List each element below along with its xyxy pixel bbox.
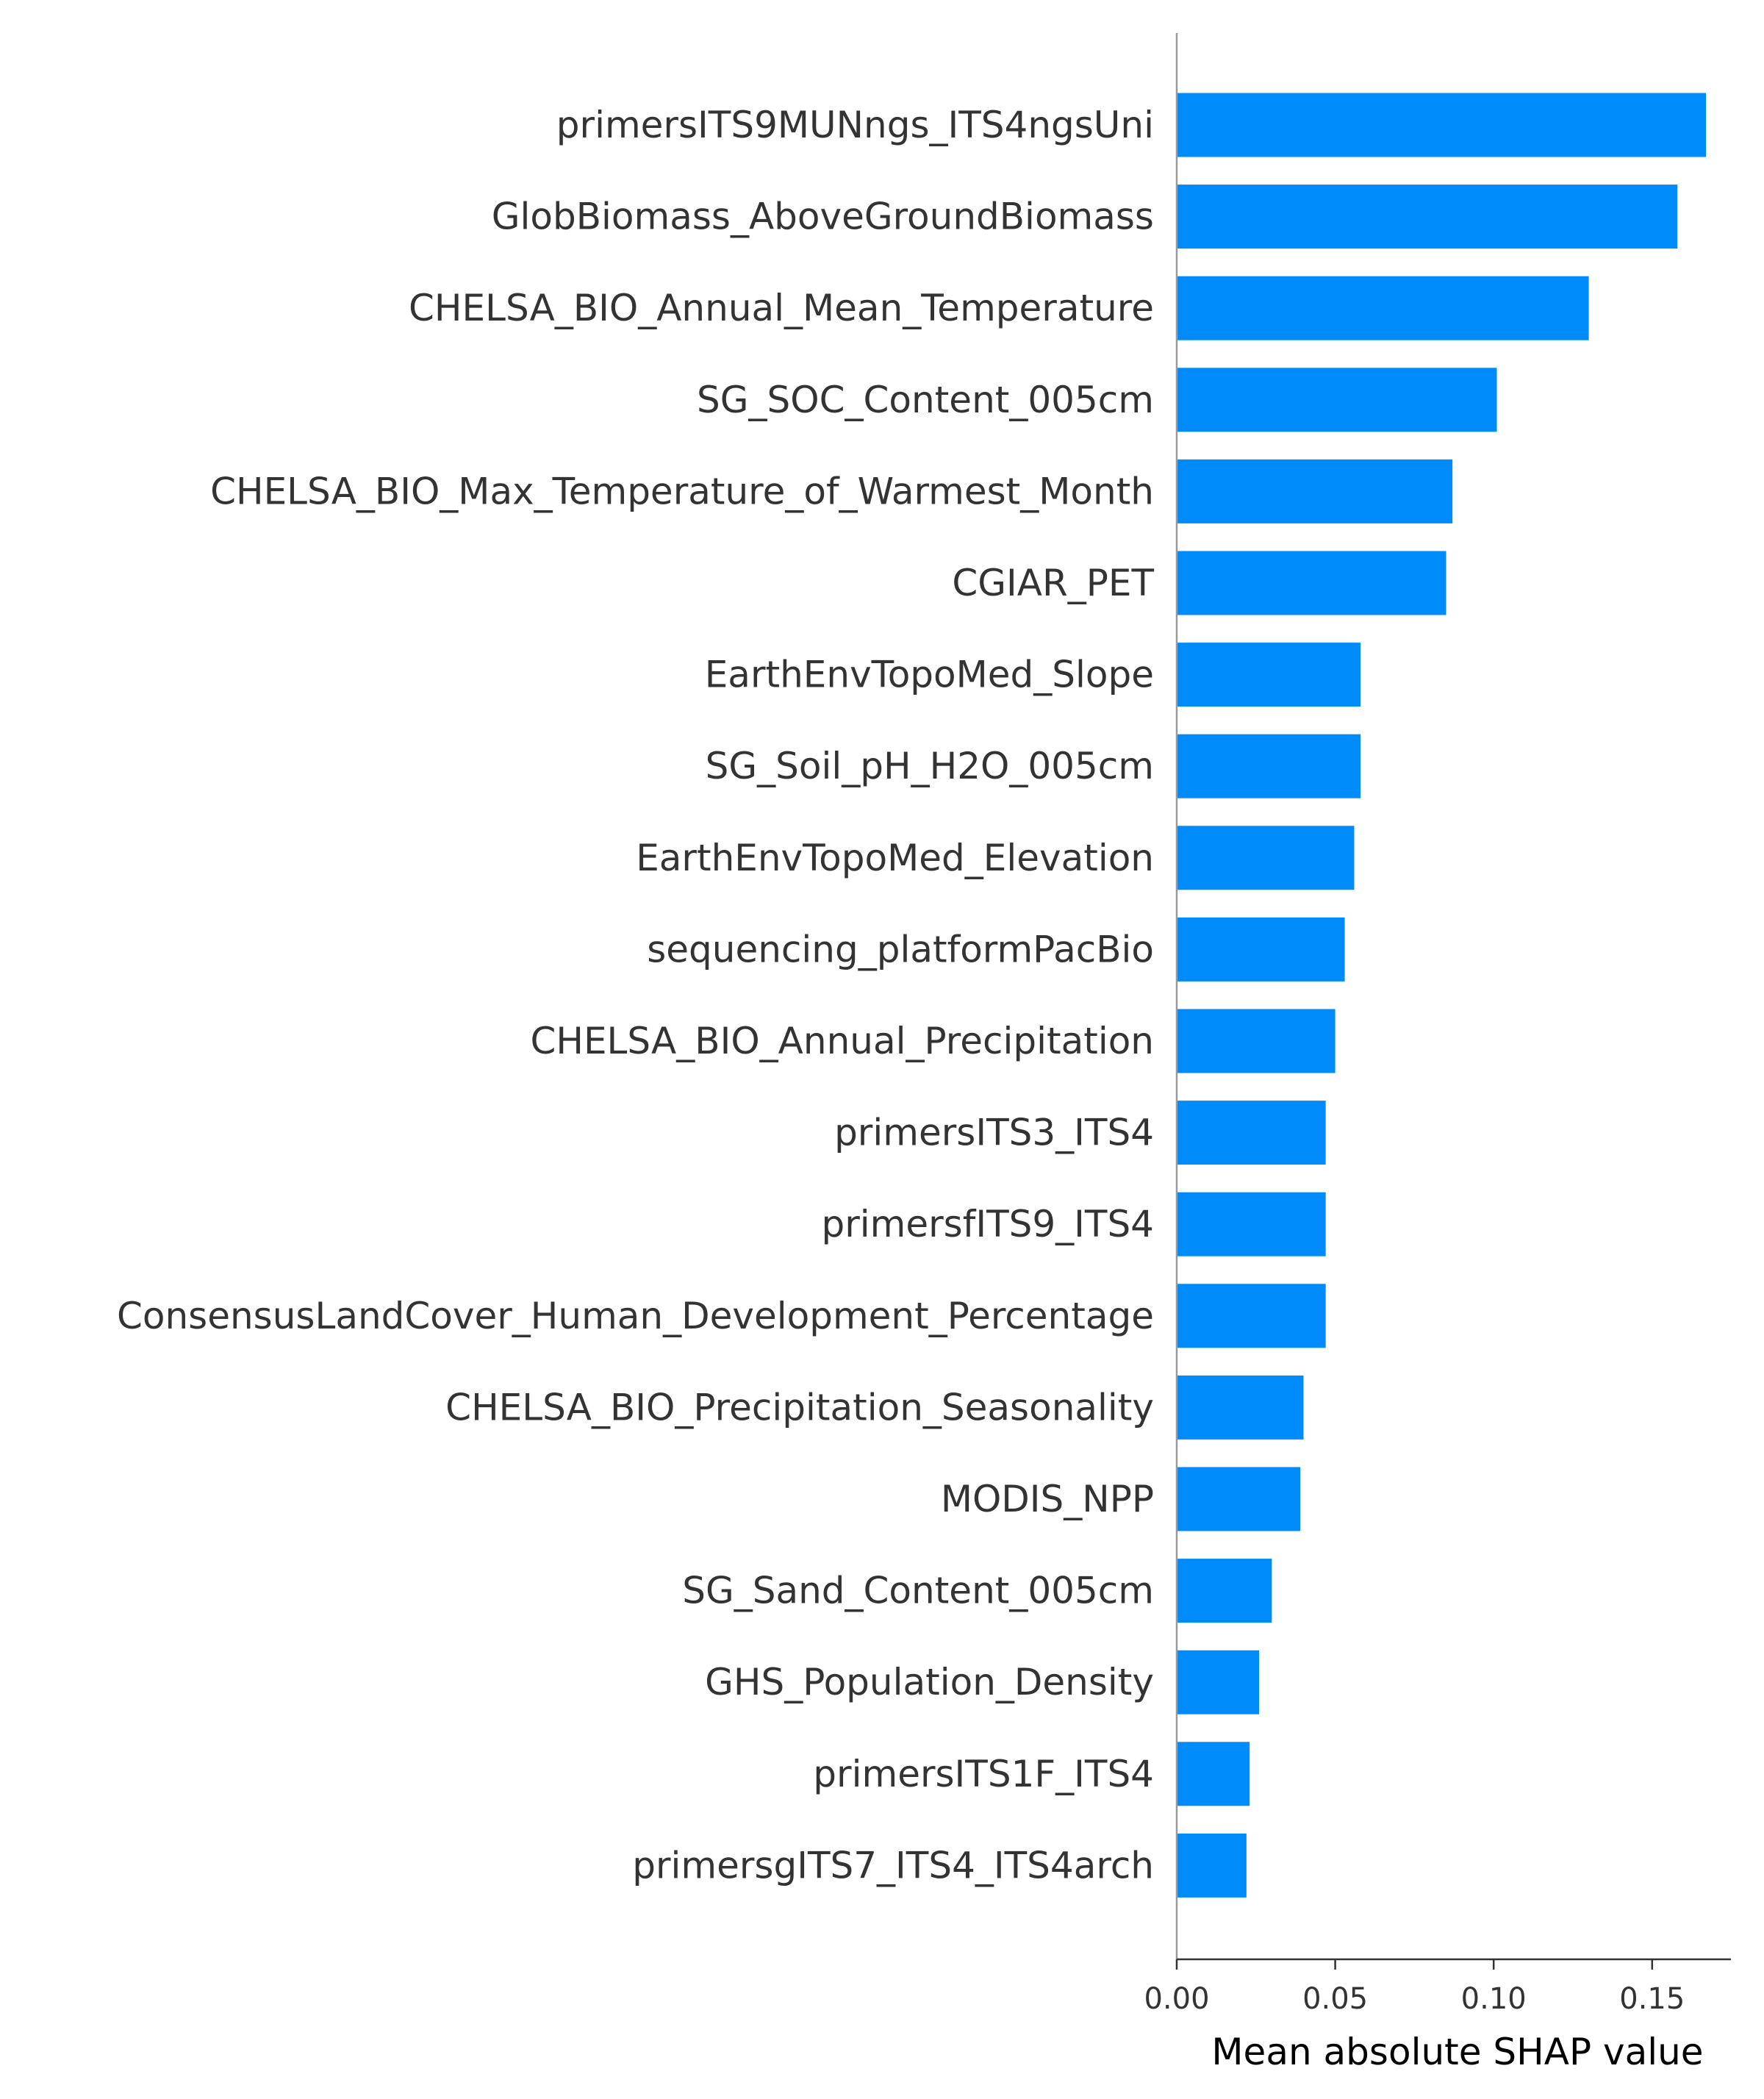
category-label: SG_SOC_Content_005cm [697,379,1154,421]
bar [1177,1375,1304,1440]
bar [1177,368,1497,432]
bar [1177,185,1678,249]
category-label: primersfITS9_ITS4 [821,1203,1154,1245]
bar [1177,1101,1326,1165]
x-tick-label: 0.10 [1461,1982,1527,2016]
category-label: ConsensusLandCover_Human_Development_Per… [117,1295,1154,1337]
bar [1177,93,1707,157]
bar [1177,459,1453,523]
category-label: GHS_Population_Density [705,1661,1154,1703]
bar [1177,734,1361,798]
category-label: EarthEnvTopoMed_Elevation [636,837,1154,879]
x-tick-label: 0.05 [1302,1982,1368,2016]
category-label: SG_Sand_Content_005cm [682,1570,1154,1612]
category-label: primersITS1F_ITS4 [813,1753,1154,1795]
x-tick-label: 0.15 [1619,1982,1685,2016]
category-label: CGIAR_PET [952,562,1154,604]
category-label: CHELSA_BIO_Precipitation_Seasonality [445,1386,1154,1428]
category-label: GlobBiomass_AboveGroundBiomass [492,196,1154,238]
bar [1177,826,1355,890]
category-label: EarthEnvTopoMed_Slope [705,654,1154,696]
bar [1177,1192,1326,1256]
bar [1177,1559,1272,1623]
bar [1177,1650,1260,1714]
bar [1177,917,1345,981]
bar [1177,551,1446,615]
category-label: CHELSA_BIO_Max_Temperature_of_Warmest_Mo… [210,470,1154,512]
bar [1177,1009,1335,1073]
category-label: primersgITS7_ITS4_ITS4arch [632,1844,1154,1887]
bar [1177,1467,1301,1531]
bar [1177,1833,1247,1898]
x-axis-title: Mean absolute SHAP value [1211,2031,1703,2073]
bar [1177,1284,1326,1348]
category-label: SG_Soil_pH_H2O_005cm [706,745,1154,787]
category-label: sequencing_platformPacBio [647,928,1154,970]
bars-group [1177,93,1707,1898]
category-label: MODIS_NPP [941,1478,1154,1520]
category-labels-group: primersITS9MUNngs_ITS4ngsUni GlobBiomass_… [117,104,1154,1887]
x-tick-label: 0.00 [1144,1982,1209,2016]
category-label: CHELSA_BIO_Annual_Mean_Temperature [409,287,1154,329]
bar [1177,643,1361,707]
category-label: primersITS9MUNngs_ITS4ngsUni [556,104,1154,146]
x-ticks-group: 0.00 0.05 0.10 0.15 [1144,1959,1685,2016]
category-label: CHELSA_BIO_Annual_Precipitation [530,1020,1154,1062]
category-label: primersITS3_ITS4 [834,1112,1154,1154]
bar [1177,1742,1250,1806]
bar [1177,276,1589,340]
